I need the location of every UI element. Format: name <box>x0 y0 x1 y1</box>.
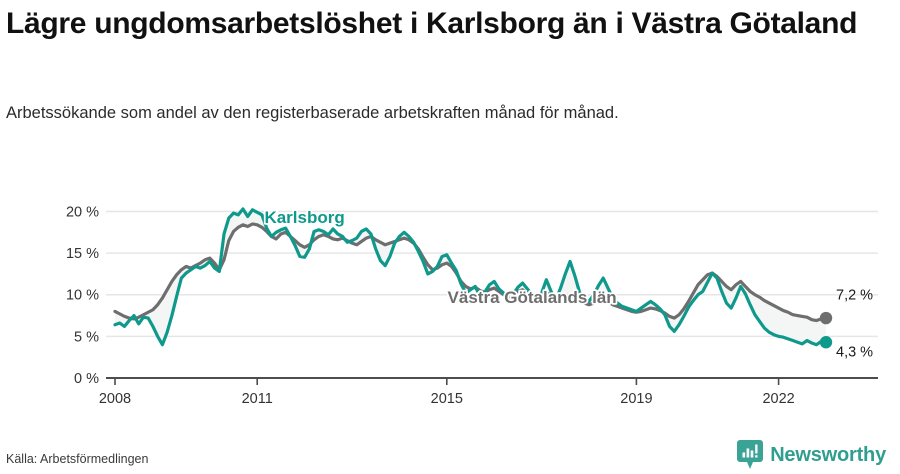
x-axis-tick-label: 2011 <box>242 391 273 405</box>
series-line-karlsborg <box>113 207 828 347</box>
end-label-vastra: 7,2 % <box>836 288 873 304</box>
y-axis-tick-label: 15 % <box>66 246 99 262</box>
karlsborg-label: Karlsborg <box>264 208 344 227</box>
x-axis-tick-label: 2008 <box>99 391 131 405</box>
y-axis-tick-label: 20 % <box>66 204 99 220</box>
vastra-gotaland-label: Västra Götalands län <box>448 288 617 307</box>
x-axis-tick-label: 2019 <box>620 391 652 405</box>
logo-text: Newsworthy <box>770 443 886 466</box>
newsworthy-pin-icon <box>737 440 764 469</box>
newsworthy-logo: Newsworthy <box>737 440 886 470</box>
line-chart: 0 % 5 % 10 % 15 % 20 % 2008 2011 2015 2019 2022 Ka… <box>66 204 878 405</box>
end-label-karlsborg: 4,3 % <box>836 344 873 360</box>
y-axis-tick-label: 10 % <box>66 288 99 304</box>
y-axis-tick-label: 5 % <box>74 329 99 345</box>
x-axis-tick-label: 2022 <box>762 391 794 405</box>
page-subtitle: Arbetssökande som andel av den registerb… <box>6 104 619 122</box>
chart-plot-area: 0 % 5 % 10 % 15 % 20 % 2008 2011 2015 2019 2022 Ka… <box>0 190 900 405</box>
series-end-marker-vastra-gotalands-lan <box>819 311 833 325</box>
series-end-marker-karlsborg <box>819 336 833 349</box>
y-axis-tick-label: 0 % <box>74 371 99 387</box>
x-axis-tick-label: 2015 <box>431 391 463 405</box>
page-title: Lägre ungdomsarbetslöshet i Karlsborg än… <box>6 7 858 40</box>
source-note: Källa: Arbetsförmedlingen <box>6 452 149 466</box>
